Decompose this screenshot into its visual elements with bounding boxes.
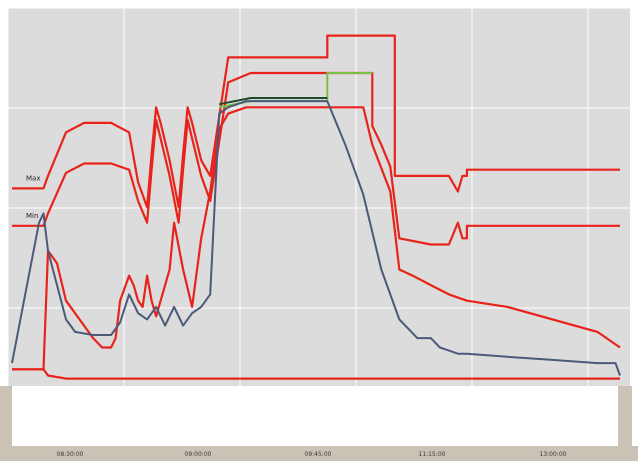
- series-layer: [11, 34, 621, 380]
- grid-lines: [7, 7, 630, 386]
- time-axis-strip: [0, 446, 638, 461]
- series-line-7: [11, 100, 621, 376]
- plot-background: [8, 8, 630, 386]
- series-line-1: [12, 34, 620, 209]
- marker-labels: Max Min: [26, 174, 40, 219]
- marker-label: Max: [26, 174, 40, 182]
- series-line-6: [219, 97, 328, 106]
- series-line-2: [12, 71, 620, 246]
- x-tick-labels: 08:30:00 09:00:00 09:45:00 11:15:00 13:00:00: [57, 451, 567, 458]
- x-tick-label: 08:30:00: [57, 451, 84, 458]
- x-tick-label: 13:00:00: [540, 451, 567, 458]
- right-axis-strip: [618, 386, 632, 446]
- series-line-4: [12, 106, 621, 371]
- x-tick-label: 09:45:00: [305, 451, 332, 458]
- x-tick-label: 11:15:00: [419, 451, 446, 458]
- marker-label: Min: [26, 212, 38, 220]
- series-line-3: [12, 368, 620, 380]
- x-tick-label: 09:00:00: [185, 451, 212, 458]
- left-axis-strip: [0, 386, 12, 446]
